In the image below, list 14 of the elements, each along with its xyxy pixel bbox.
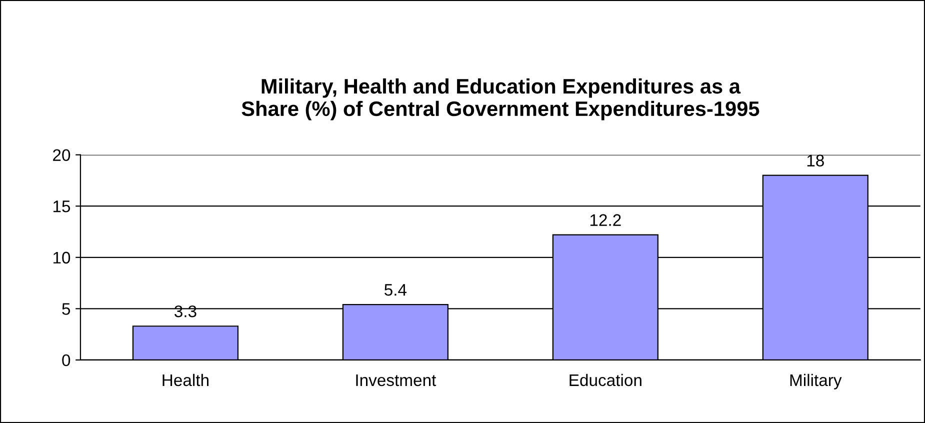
y-tick-label: 20 (53, 149, 70, 162)
data-label: 3.3 (174, 305, 196, 318)
y-tick-label: 0 (62, 354, 70, 366)
data-label: 12.2 (590, 214, 621, 226)
x-tick-label: Investment (356, 374, 436, 386)
x-tick-label: Health (162, 374, 208, 386)
y-tick-label: 15 (53, 200, 70, 212)
y-tick-label: 5 (62, 303, 70, 315)
x-tick-label: Military (790, 374, 842, 390)
data-label: 18 (807, 154, 824, 166)
data-label: 5.4 (384, 284, 407, 296)
chart-title: Military, Health and Education Expenditures as a Share (%) of Central Government Expenditures-1995 (242, 78, 760, 120)
x-tick-label: Education (570, 374, 642, 386)
y-tick-label: 10 (53, 252, 70, 264)
